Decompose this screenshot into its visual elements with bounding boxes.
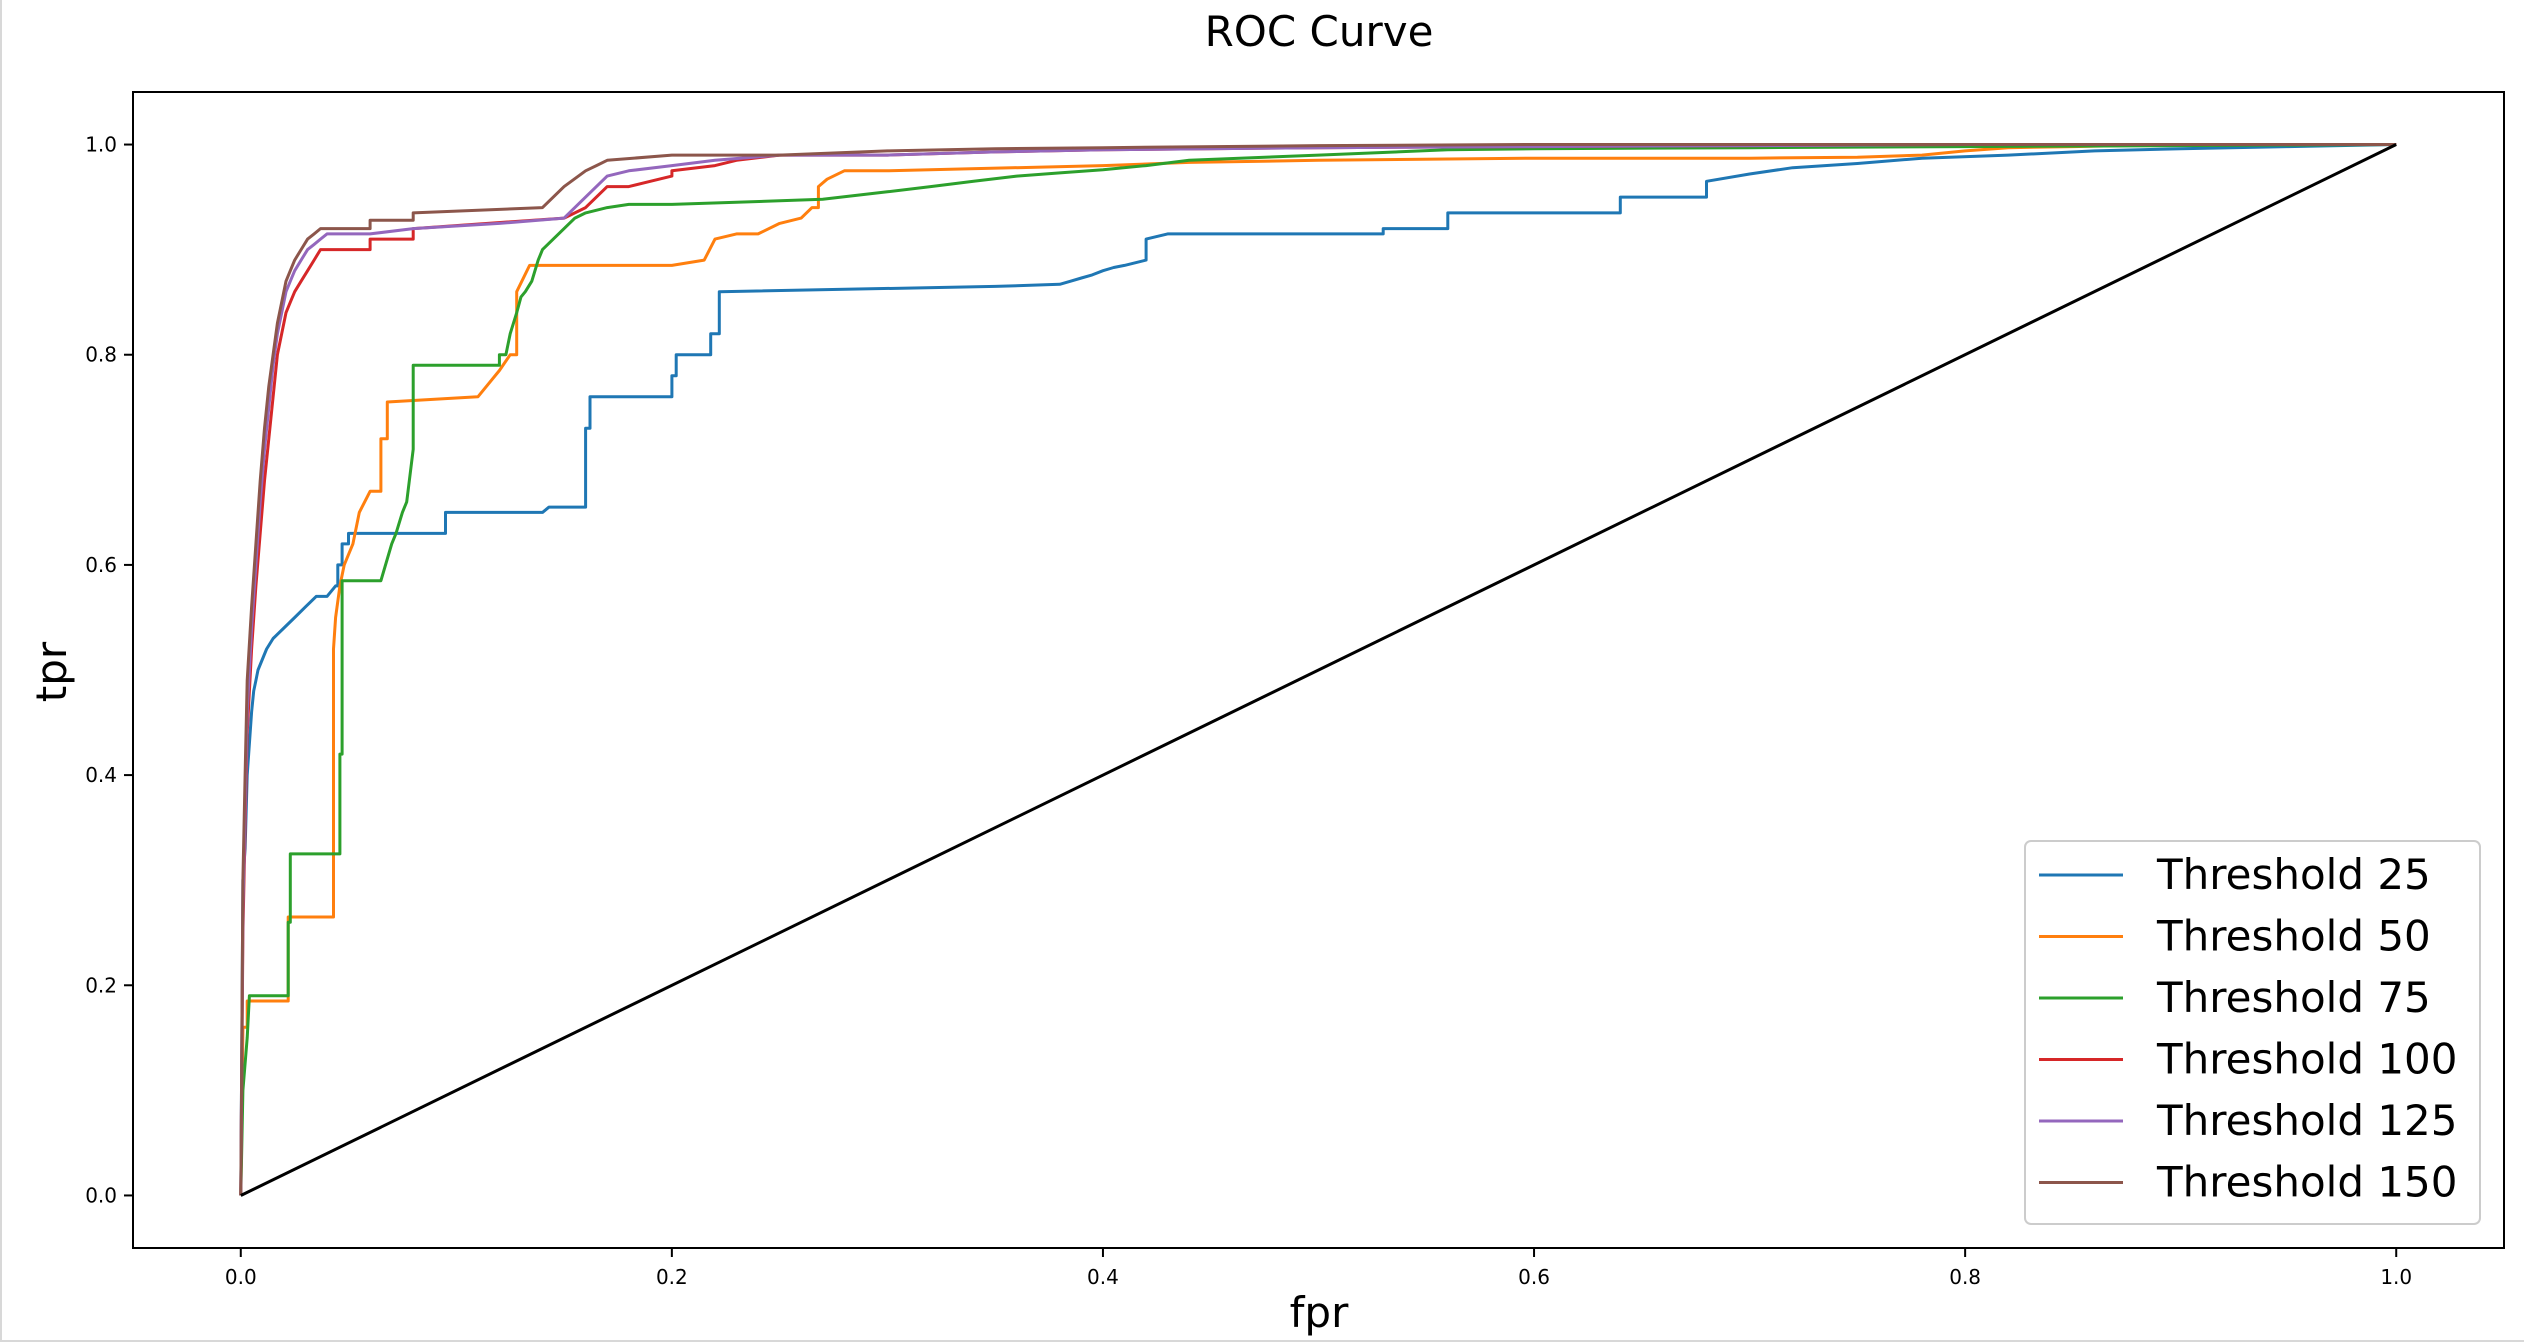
legend-label: Threshold 50	[2156, 912, 2431, 961]
series-line-threshold-50	[239, 143, 2397, 1196]
y-tick-label: 0.4	[85, 763, 117, 787]
y-tick-label: 0.6	[85, 553, 117, 577]
y-tick-label: 0.8	[85, 343, 117, 367]
x-tick-label: 0.4	[1087, 1265, 1119, 1289]
legend-label: Threshold 150	[2156, 1158, 2458, 1207]
chart-title: ROC Curve	[1205, 7, 1434, 56]
series-line-threshold-150	[239, 143, 2397, 1196]
x-tick-label: 0.6	[1518, 1265, 1550, 1289]
legend-label: Threshold 125	[2156, 1096, 2458, 1145]
legend-label: Threshold 75	[2156, 973, 2431, 1022]
axes-frame	[132, 91, 2505, 1249]
x-tick-label: 0.0	[225, 1265, 257, 1289]
y-axis-label: tpr	[27, 641, 76, 702]
series-line-threshold-25	[239, 143, 2397, 1196]
y-tick-label: 0.2	[85, 973, 117, 997]
y-tick-label: 1.0	[85, 133, 117, 157]
legend: Threshold 25 Threshold 50 Threshold 75 Thre…	[2024, 840, 2481, 1225]
x-tick-label: 0.2	[656, 1265, 688, 1289]
x-tick-label: 0.8	[1949, 1265, 1981, 1289]
plot-area: 0.0 0.2 0.4 0.6 0.8 1.0 0.0 0.2 0.4 0.6 0.8 1.0	[85, 91, 2505, 1289]
legend-label: Threshold 100	[2156, 1035, 2458, 1084]
x-tick-label: 1.0	[2380, 1265, 2412, 1289]
legend-box	[2024, 840, 2481, 1225]
series-line-threshold-125	[239, 143, 2397, 1196]
y-tick-label: 0.0	[85, 1183, 117, 1207]
diagonal-reference-line	[240, 143, 2397, 1197]
series-line-threshold-75	[239, 143, 2397, 1196]
x-axis-label: fpr	[1290, 1288, 1349, 1337]
legend-label: Threshold 25	[2156, 850, 2431, 899]
